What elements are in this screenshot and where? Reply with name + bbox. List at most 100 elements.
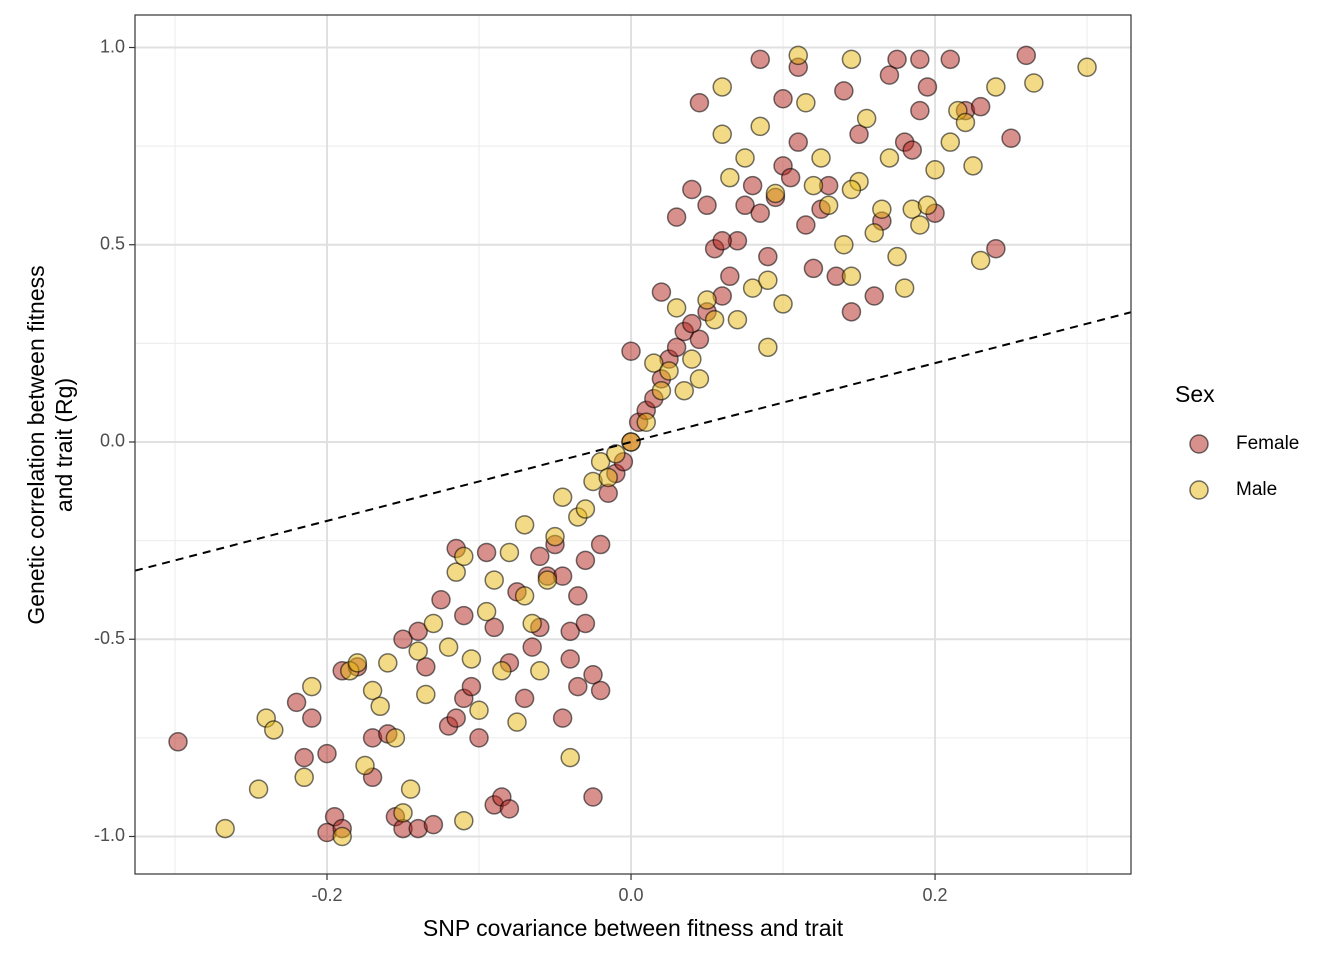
point bbox=[841, 266, 862, 287]
point bbox=[408, 641, 428, 661]
point bbox=[986, 77, 1006, 97]
plot-area bbox=[135, 45, 1131, 847]
point bbox=[431, 590, 451, 610]
point bbox=[408, 621, 428, 642]
point bbox=[461, 649, 482, 669]
point bbox=[560, 621, 580, 642]
point bbox=[522, 637, 542, 657]
point bbox=[454, 546, 474, 567]
legend-label: Female bbox=[1236, 433, 1299, 454]
point bbox=[168, 732, 188, 752]
point bbox=[484, 570, 504, 590]
point bbox=[332, 826, 352, 847]
point bbox=[864, 286, 884, 306]
plot-border bbox=[134, 14, 1132, 875]
point bbox=[666, 207, 687, 227]
point bbox=[461, 676, 482, 697]
point bbox=[514, 586, 535, 606]
point bbox=[514, 688, 535, 709]
point bbox=[841, 49, 862, 70]
point bbox=[590, 451, 611, 472]
y-tick-label: 0.0 bbox=[100, 431, 125, 451]
point bbox=[215, 818, 235, 839]
y-axis-title: Genetic correlation between fitness and … bbox=[23, 265, 77, 624]
point bbox=[963, 156, 983, 176]
point bbox=[438, 637, 459, 657]
point bbox=[689, 369, 710, 389]
point bbox=[370, 696, 390, 717]
point bbox=[385, 728, 406, 748]
point bbox=[636, 412, 656, 433]
point bbox=[887, 246, 907, 267]
point bbox=[720, 167, 740, 188]
point bbox=[712, 231, 732, 251]
point bbox=[492, 661, 512, 681]
point bbox=[849, 124, 869, 145]
point bbox=[925, 160, 945, 180]
point bbox=[712, 77, 732, 97]
point bbox=[986, 238, 1006, 259]
point bbox=[834, 235, 854, 255]
point bbox=[879, 65, 900, 85]
point bbox=[378, 653, 398, 673]
point bbox=[712, 124, 732, 145]
y-tick-label: 0.5 bbox=[100, 234, 125, 254]
point bbox=[575, 613, 596, 634]
point bbox=[446, 708, 466, 728]
reference-line bbox=[135, 311, 1131, 572]
point bbox=[1016, 45, 1037, 66]
point bbox=[393, 803, 413, 823]
point bbox=[940, 49, 961, 70]
point bbox=[750, 49, 770, 70]
point bbox=[651, 282, 672, 302]
point bbox=[682, 313, 702, 334]
x-axis-title: SNP covariance between fitness and trait bbox=[423, 915, 844, 941]
point bbox=[765, 183, 786, 204]
point bbox=[476, 542, 497, 563]
point bbox=[560, 747, 580, 768]
point bbox=[552, 708, 573, 728]
point bbox=[575, 550, 596, 571]
point bbox=[545, 526, 565, 547]
point bbox=[841, 179, 862, 200]
point bbox=[590, 534, 611, 555]
y-axis-title-line: Genetic correlation between fitness bbox=[23, 265, 49, 624]
point bbox=[674, 380, 694, 401]
point bbox=[735, 195, 755, 216]
point bbox=[750, 116, 770, 137]
point bbox=[796, 215, 816, 235]
point bbox=[666, 298, 687, 318]
y-tick-label: 1.0 bbox=[100, 36, 125, 56]
point bbox=[355, 755, 375, 776]
point bbox=[970, 96, 991, 117]
point bbox=[894, 278, 915, 298]
point bbox=[864, 223, 884, 243]
point bbox=[1001, 128, 1021, 148]
point bbox=[590, 680, 611, 701]
point bbox=[856, 108, 877, 129]
point bbox=[742, 175, 763, 196]
point bbox=[902, 140, 923, 160]
point bbox=[416, 657, 436, 677]
point bbox=[659, 361, 679, 381]
point bbox=[423, 613, 444, 634]
point bbox=[499, 542, 520, 563]
point bbox=[758, 270, 778, 291]
point bbox=[400, 779, 421, 799]
point bbox=[872, 199, 892, 219]
point bbox=[469, 700, 489, 720]
point bbox=[294, 767, 314, 788]
x-tick-label: 0.2 bbox=[923, 885, 948, 905]
point bbox=[788, 132, 808, 152]
point bbox=[499, 799, 520, 819]
point bbox=[796, 92, 816, 113]
point bbox=[773, 294, 793, 314]
point bbox=[682, 179, 702, 200]
point bbox=[803, 258, 824, 279]
point bbox=[469, 728, 489, 748]
point bbox=[750, 203, 770, 223]
point bbox=[522, 613, 542, 634]
point bbox=[773, 89, 793, 109]
point bbox=[735, 148, 755, 168]
point bbox=[621, 341, 641, 362]
